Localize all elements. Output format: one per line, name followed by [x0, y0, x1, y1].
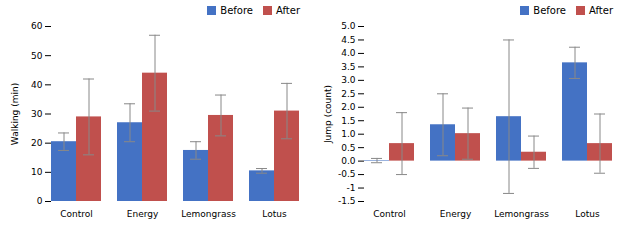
svg-text:Energy: Energy [440, 209, 472, 219]
svg-text:0.5: 0.5 [341, 143, 355, 153]
svg-text:Control: Control [60, 209, 93, 219]
svg-text:Walking (min): Walking (min) [10, 83, 20, 145]
svg-text:4.0: 4.0 [341, 48, 356, 58]
svg-text:1.5: 1.5 [341, 116, 355, 126]
svg-text:5.0: 5.0 [341, 21, 356, 31]
svg-text:60: 60 [31, 21, 43, 31]
html-text:After: After [589, 4, 613, 16]
svg-text:0.0: 0.0 [341, 156, 356, 166]
svg-text:Control: Control [373, 209, 406, 219]
svg-text:2.5: 2.5 [341, 89, 355, 99]
svg-text:0: 0 [37, 196, 43, 206]
svg-text:1.0: 1.0 [341, 129, 356, 139]
svg-text:Lemongrass: Lemongrass [181, 209, 236, 219]
svg-text:30: 30 [31, 109, 43, 119]
svg-text:2.0: 2.0 [341, 102, 356, 112]
svg-text:Lotus: Lotus [575, 209, 600, 219]
svg-text:-0.5: -0.5 [338, 169, 356, 179]
svg-text:10: 10 [31, 167, 43, 177]
svg-text:Lotus: Lotus [262, 209, 287, 219]
svg-text:Energy: Energy [127, 209, 159, 219]
svg-text:Lemongrass: Lemongrass [494, 209, 549, 219]
svg-text:Jump (count): Jump (count) [323, 85, 333, 144]
svg-text:4.5: 4.5 [341, 35, 355, 45]
html-text:Before: Before [220, 4, 253, 16]
svg-text:20: 20 [31, 138, 43, 148]
html-text:After: After [276, 4, 300, 16]
html-text:Before: Before [533, 4, 566, 16]
svg-text:40: 40 [31, 80, 43, 90]
svg-text:3.5: 3.5 [341, 62, 355, 72]
svg-text:-1: -1 [347, 183, 356, 193]
svg-text:3.0: 3.0 [341, 75, 356, 85]
svg-text:50: 50 [31, 51, 43, 61]
svg-text:-1.5: -1.5 [338, 196, 356, 206]
